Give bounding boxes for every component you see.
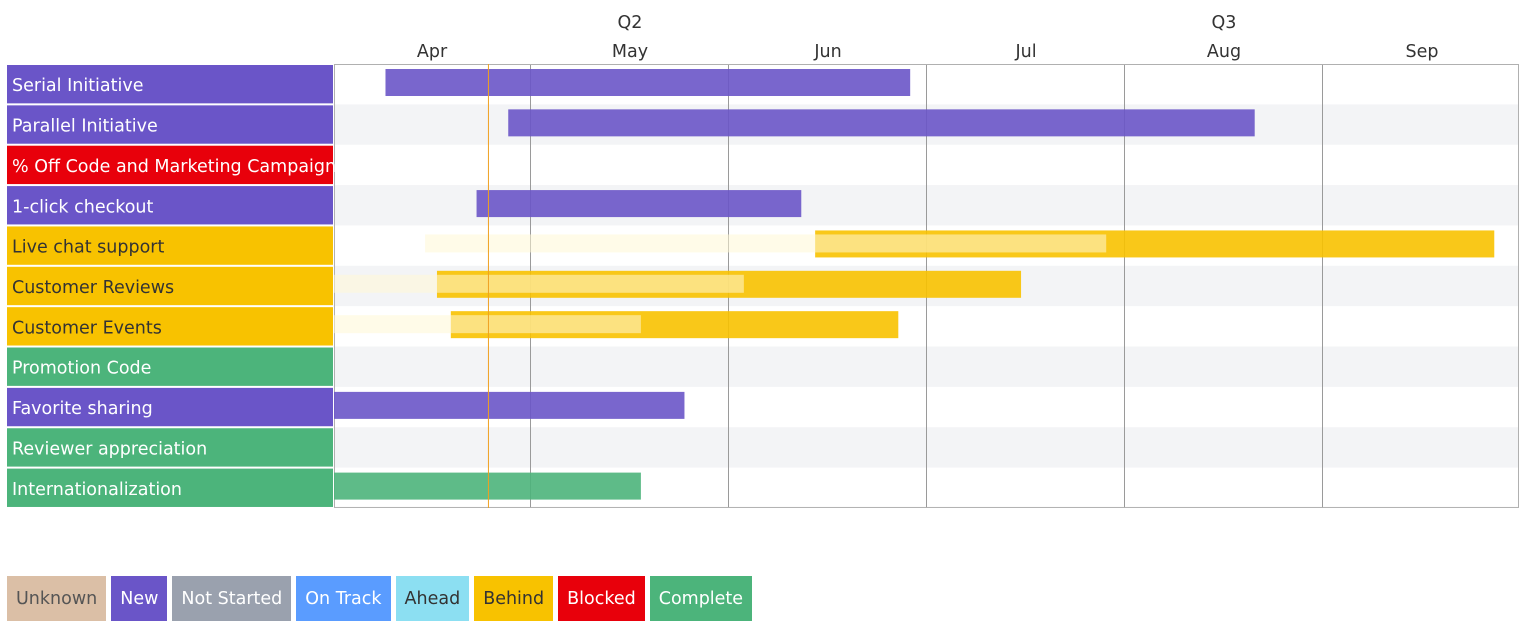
quarter-label: Q2 (618, 13, 643, 33)
status-legend: Unknown New Not Started On Track Ahead Behind… (7, 576, 757, 621)
initiative-title: Reviewer appreciation (12, 439, 207, 459)
legend-item-not-started: Not Started (172, 576, 292, 621)
roadmap-chart: Apr May Jun Jul Aug Sep Q2 Q3 Serial Initiative P… (7, 13, 1519, 508)
initiative-row[interactable]: Parallel Initiative (7, 105, 333, 144)
initiative-row[interactable]: Serial Initiative (7, 65, 333, 104)
initiative-title: % Off Code and Marketing Campaign (12, 157, 336, 177)
planned-bar[interactable] (425, 234, 1107, 253)
initiative-label-bg (7, 266, 333, 306)
initiative-label-bg (7, 428, 333, 467)
initiative-row[interactable]: Reviewer appreciation (7, 428, 333, 467)
month-label: May (612, 42, 648, 62)
timeline-bar[interactable] (334, 472, 641, 500)
legend-item-ahead: Ahead (395, 576, 470, 621)
initiative-title: 1-click checkout (12, 197, 154, 217)
legend-item-behind: Behind (474, 576, 554, 621)
legend-item-new: New (111, 576, 168, 621)
month-label: Aug (1207, 42, 1241, 62)
initiative-title: Internationalization (12, 480, 182, 500)
initiative-row[interactable]: % Off Code and Marketing Campaign (7, 145, 336, 185)
initiative-title: Favorite sharing (12, 399, 153, 419)
initiative-title: Live chat support (12, 238, 164, 258)
timeline-bar[interactable] (385, 69, 911, 96)
initiative-label-bg (7, 347, 333, 386)
timeline-bar[interactable] (508, 109, 1255, 137)
quarter-label: Q3 (1212, 13, 1237, 33)
initiative-title: Serial Initiative (12, 76, 144, 96)
planned-bar[interactable] (334, 315, 641, 334)
initiative-label-bg (7, 145, 333, 185)
initiative-row[interactable]: Customer Reviews (7, 266, 333, 306)
legend-item-complete: Complete (649, 576, 753, 621)
initiative-title: Promotion Code (12, 359, 151, 379)
month-label: Jun (813, 42, 841, 62)
initiative-title: Customer Reviews (12, 278, 174, 298)
month-label: Apr (417, 42, 448, 62)
planned-bar[interactable] (334, 274, 744, 293)
month-label: Sep (1406, 42, 1439, 62)
initiative-row[interactable]: Live chat support (7, 226, 333, 265)
initiative-label-bg (7, 468, 333, 507)
initiative-label-bg (7, 307, 333, 346)
initiative-label-bg (7, 226, 333, 265)
month-label: Jul (1014, 42, 1036, 62)
initiative-label-bg (7, 387, 333, 427)
timeline-bar[interactable] (476, 190, 802, 218)
initiative-row[interactable]: Favorite sharing (7, 387, 333, 427)
initiative-title: Parallel Initiative (12, 117, 158, 137)
legend-item-on-track: On Track (296, 576, 391, 621)
initiative-row[interactable]: Customer Events (7, 307, 333, 346)
initiative-label-bg (7, 65, 333, 104)
initiative-row[interactable]: 1-click checkout (7, 186, 333, 225)
legend-item-unknown: Unknown (7, 576, 107, 621)
timeline-bar[interactable] (334, 391, 685, 419)
initiative-row[interactable]: Internationalization (7, 468, 333, 507)
initiative-row[interactable]: Promotion Code (7, 347, 333, 386)
initiative-title: Customer Events (12, 318, 162, 338)
legend-item-blocked: Blocked (558, 576, 645, 621)
initiative-label-bg (7, 186, 333, 225)
initiative-label-bg (7, 105, 333, 144)
